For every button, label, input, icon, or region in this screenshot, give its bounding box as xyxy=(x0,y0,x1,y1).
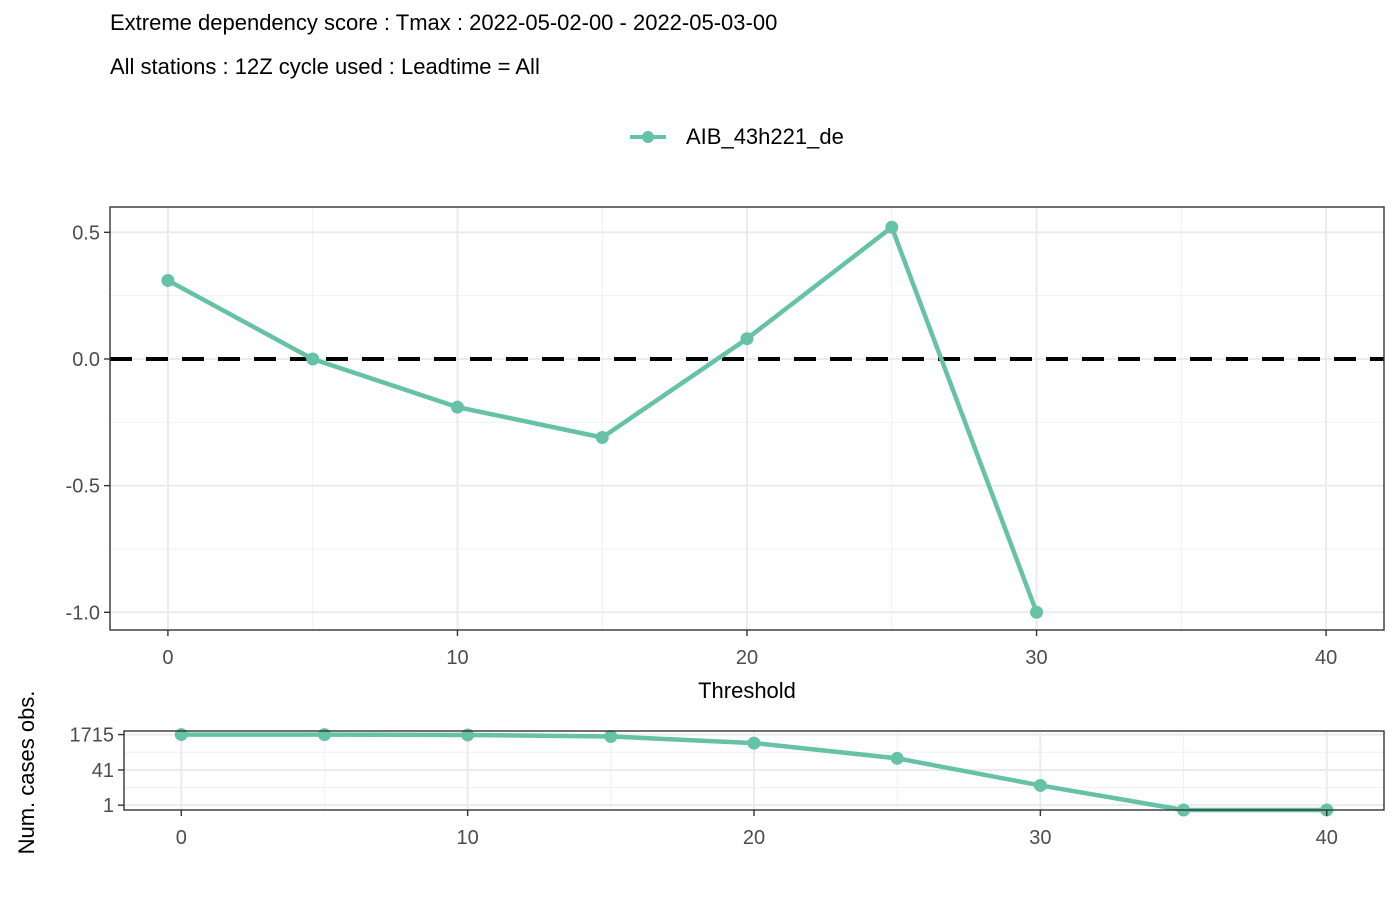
data-point xyxy=(747,736,761,750)
x-tick-label: 0 xyxy=(162,647,173,669)
data-point xyxy=(450,400,464,414)
y-tick-label: 41 xyxy=(92,760,114,782)
y-tick-label: -0.5 xyxy=(66,476,100,498)
y-tick-label: 1 xyxy=(103,795,114,817)
data-point xyxy=(890,751,904,765)
chart-subtitle: All stations : 12Z cycle used : Leadtime… xyxy=(110,54,540,79)
x-axis-title: Threshold xyxy=(698,678,796,703)
y-tick-label: 1715 xyxy=(70,725,115,747)
legend: AIB_43h221_de xyxy=(628,122,844,152)
x-tick-label: 30 xyxy=(1029,827,1051,849)
chart-title: Extreme dependency score : Tmax : 2022-0… xyxy=(110,10,778,35)
data-point xyxy=(174,728,188,742)
x-tick-label: 10 xyxy=(446,647,468,669)
x-tick-label: 40 xyxy=(1316,827,1338,849)
legend-label: AIB_43h221_de xyxy=(686,124,844,149)
data-point xyxy=(1030,605,1044,619)
data-point xyxy=(595,430,609,444)
data-point xyxy=(306,352,320,366)
y-axis-title: Num. cases obs. xyxy=(14,691,39,855)
data-point xyxy=(885,220,899,234)
data-point xyxy=(604,729,618,743)
y-tick-label: 0.0 xyxy=(72,349,100,371)
y-tick-label: 0.5 xyxy=(72,222,100,244)
data-point xyxy=(740,332,754,346)
x-tick-label: 20 xyxy=(736,647,758,669)
data-point xyxy=(161,273,175,287)
legend-key xyxy=(628,122,668,152)
x-tick-label: 30 xyxy=(1025,647,1047,669)
y-tick-label: -1.0 xyxy=(66,602,100,624)
data-point xyxy=(1033,778,1047,792)
x-tick-label: 10 xyxy=(457,827,479,849)
x-tick-label: 20 xyxy=(743,827,765,849)
x-tick-label: 40 xyxy=(1315,647,1337,669)
data-point xyxy=(317,728,331,742)
x-tick-label: 0 xyxy=(176,827,187,849)
